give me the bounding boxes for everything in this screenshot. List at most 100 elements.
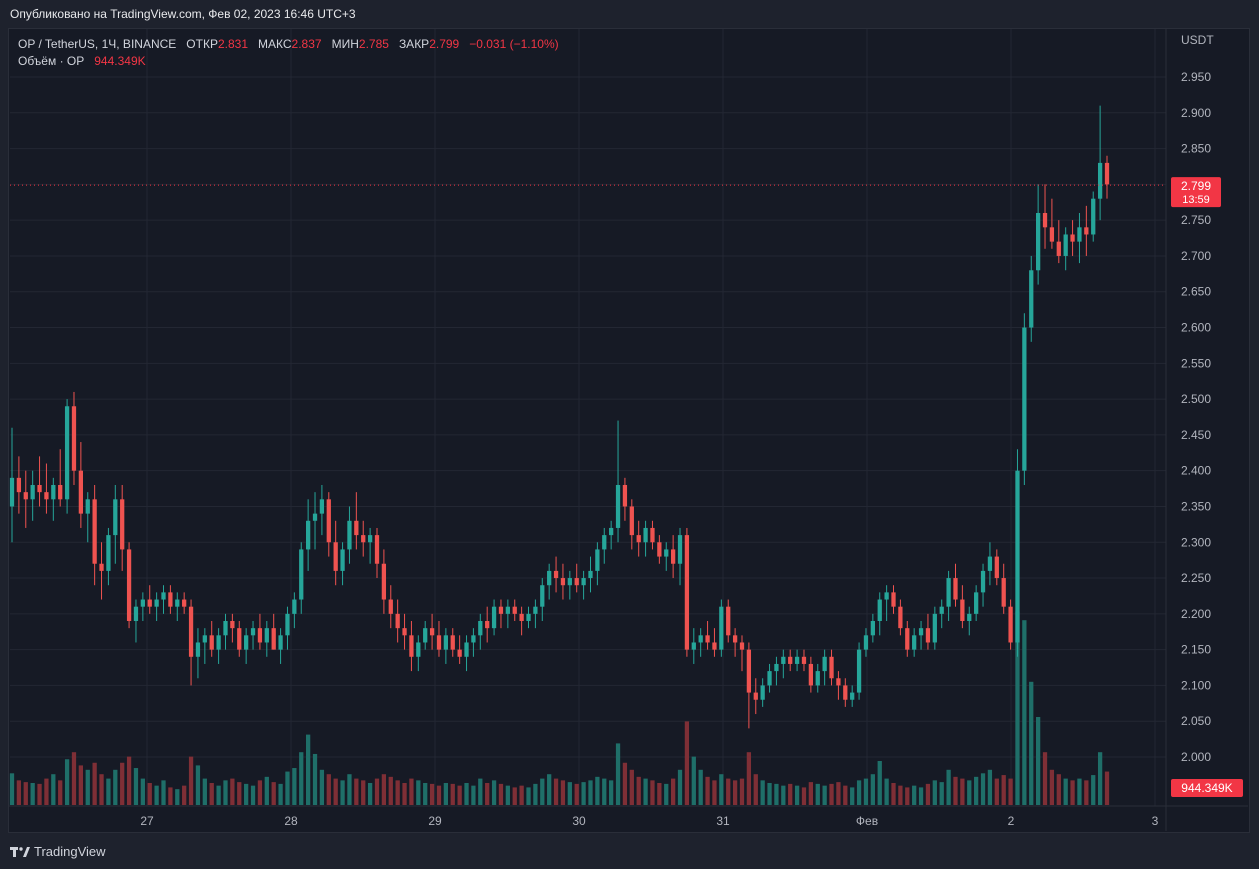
candle-body[interactable] [299,549,304,600]
footer-branding[interactable]: TradingView [10,844,106,859]
candle-body[interactable] [209,635,214,650]
candle-body[interactable] [202,635,207,643]
candle-body[interactable] [553,570,559,579]
candle-body[interactable] [1070,234,1075,242]
candle-body[interactable] [271,628,276,650]
candle-body[interactable] [182,599,187,607]
candle-body[interactable] [898,606,903,629]
candle-body[interactable] [44,492,49,500]
candle-body[interactable] [774,663,779,672]
candle-body[interactable] [650,527,655,543]
candle-body[interactable] [953,578,958,600]
candle-body[interactable] [560,578,566,586]
candle-body[interactable] [891,592,896,607]
candle-body[interactable] [595,549,600,571]
candle-body[interactable] [71,406,77,471]
candle-body[interactable] [670,549,676,564]
candle-body[interactable] [395,613,400,629]
candle-body[interactable] [815,671,820,686]
candle-body[interactable] [78,470,84,514]
candle-body[interactable] [691,642,696,650]
candle-body[interactable] [457,649,462,657]
candle-body[interactable] [154,599,159,607]
candle-body[interactable] [526,613,531,621]
candle-body[interactable] [698,635,703,643]
candle-body[interactable] [794,656,800,664]
candle-body[interactable] [967,613,972,621]
candle-body[interactable] [1015,470,1020,643]
candle-body[interactable] [120,499,125,550]
candle-body[interactable] [615,485,621,528]
candle-body[interactable] [264,628,269,643]
candle-body[interactable] [113,499,118,536]
candle-body[interactable] [244,635,249,650]
candle-body[interactable] [367,535,373,543]
candle-body[interactable] [99,563,104,571]
candle-body[interactable] [64,406,70,500]
candle-body[interactable] [161,592,166,600]
candle-body[interactable] [739,642,745,650]
candle-body[interactable] [312,513,318,521]
candle-body[interactable] [195,642,201,657]
candle-body[interactable] [884,592,889,600]
candle-body[interactable] [216,635,221,650]
candle-body[interactable] [946,578,951,607]
candle-body[interactable] [292,599,297,614]
volume-label[interactable]: Объём · OP [18,54,85,68]
candle-body[interactable] [388,599,393,614]
candle-body[interactable] [912,635,917,650]
candle-body[interactable] [519,613,524,621]
candle-body[interactable] [1029,270,1034,328]
candle-body[interactable] [609,527,614,536]
candle-body[interactable] [932,613,937,643]
candle-body[interactable] [340,549,345,571]
candle-body[interactable] [877,599,882,621]
candle-body[interactable] [285,613,290,636]
candle-body[interactable] [133,606,139,621]
candle-body[interactable] [726,606,731,636]
candle-body[interactable] [409,635,414,657]
candle-body[interactable] [1035,213,1041,271]
candle-body[interactable] [719,606,724,650]
candle-body[interactable] [347,520,352,550]
candle-body[interactable] [629,506,634,536]
candle-body[interactable] [319,499,325,514]
candle-body[interactable] [168,592,173,607]
candle-body[interactable] [126,549,132,621]
candle-body[interactable] [106,535,111,571]
candle-body[interactable] [230,621,235,629]
candle-body[interactable] [1049,227,1055,242]
candle-body[interactable] [684,535,690,650]
chart-panel[interactable] [8,28,1250,833]
candle-body[interactable] [257,628,263,643]
candle-body[interactable] [732,635,738,643]
candle-body[interactable] [870,621,875,636]
candle-body[interactable] [856,649,862,693]
candle-body[interactable] [581,578,586,586]
candle-body[interactable] [436,635,442,650]
candle-body[interactable] [760,685,765,700]
candle-body[interactable] [753,692,758,700]
candle-body[interactable] [37,485,42,493]
candle-body[interactable] [1091,198,1096,235]
candle-body[interactable] [188,606,194,657]
candle-body[interactable] [636,535,641,543]
candle-body[interactable] [485,621,490,629]
candle-body[interactable] [1077,227,1082,242]
candle-body[interactable] [960,599,965,621]
candle-body[interactable] [326,499,331,543]
candle-body[interactable] [836,678,841,686]
candle-body[interactable] [829,656,834,679]
candle-body[interactable] [140,599,145,607]
candle-body[interactable] [250,628,256,636]
candle-body[interactable] [51,485,56,500]
candle-body[interactable] [1042,213,1048,228]
candle-body[interactable] [905,628,910,650]
candle-body[interactable] [622,485,628,507]
candle-body[interactable] [402,628,407,636]
candle-body[interactable] [925,628,931,643]
candle-body[interactable] [987,556,993,571]
candle-body[interactable] [567,578,572,586]
candle-body[interactable] [781,656,786,664]
